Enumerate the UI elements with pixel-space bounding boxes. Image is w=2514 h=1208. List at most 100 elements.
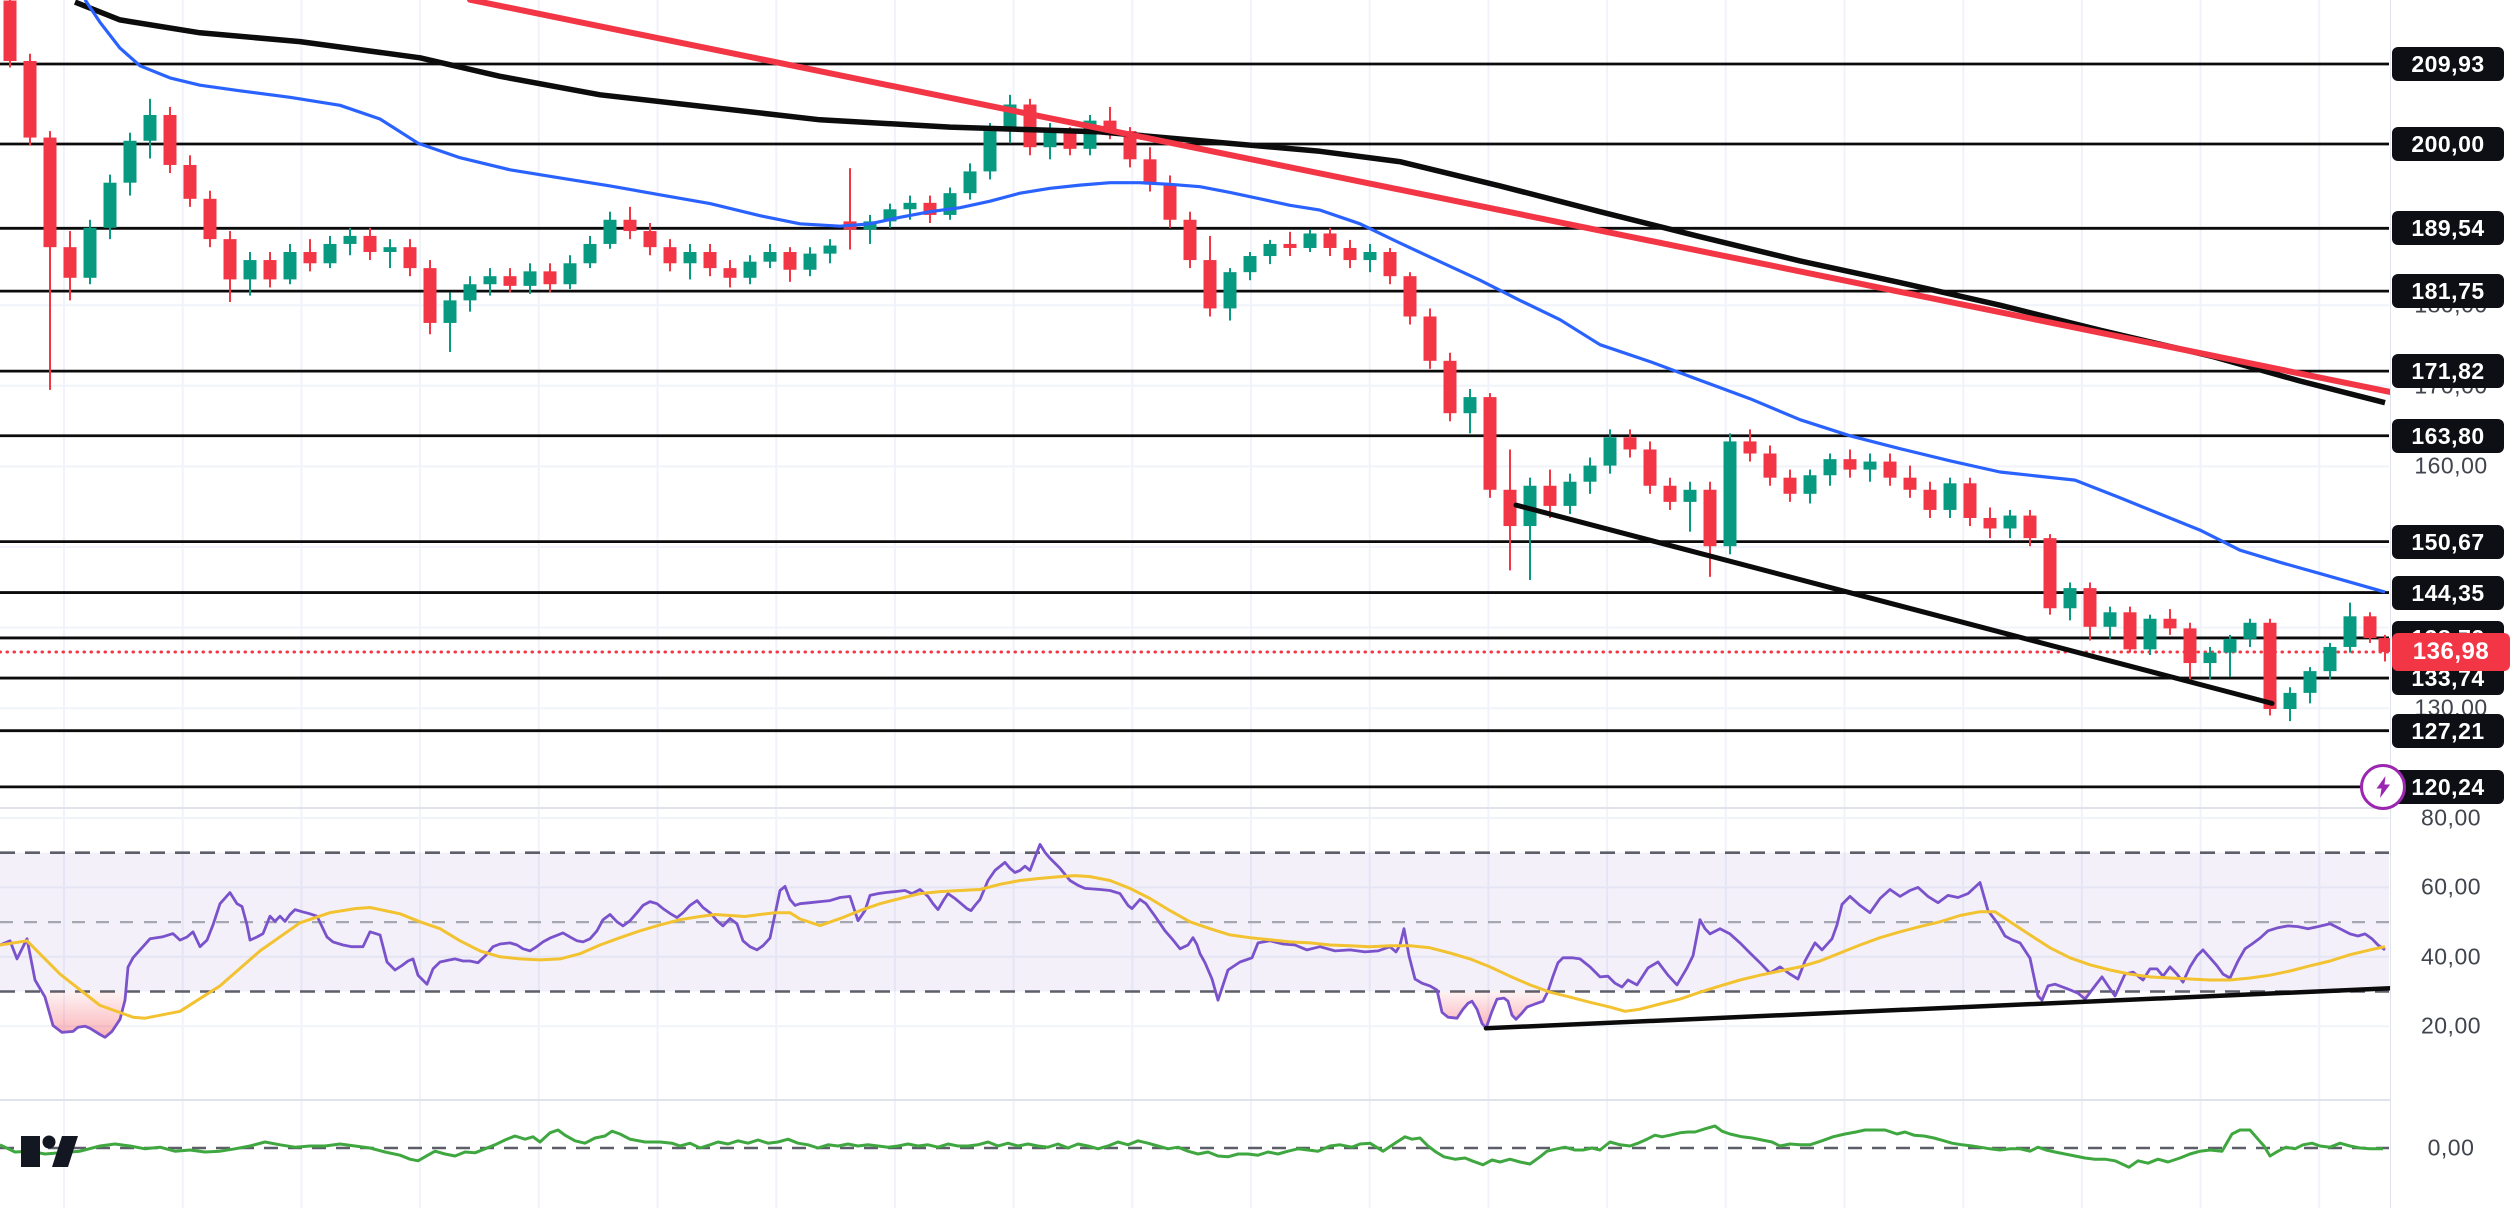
price-level-label: 144,35 (2392, 575, 2504, 610)
candle (1803, 469, 1817, 504)
candle (663, 239, 677, 272)
candle (1443, 352, 1457, 422)
candle (423, 260, 437, 335)
oscillator-tick-label: 0,00 (2427, 1134, 2475, 1161)
red-downtrend-line[interactable] (467, 0, 2514, 421)
candle (283, 243, 297, 285)
candle (523, 263, 537, 294)
candle (1963, 477, 1977, 527)
candle (1203, 235, 1217, 317)
candle (1343, 239, 1357, 269)
horizontal-gridlines (0, 304, 2389, 1028)
rsi-uptrend-line[interactable] (1483, 985, 2413, 1031)
candle (2083, 582, 2097, 641)
candle (1943, 477, 1957, 518)
candle (2103, 606, 2117, 639)
candle (1923, 481, 1937, 518)
candle (863, 214, 877, 244)
candle (563, 255, 577, 290)
candle (543, 263, 557, 293)
candle (263, 252, 277, 288)
candle (1483, 393, 1497, 498)
candle (2123, 606, 2137, 653)
candle (783, 247, 797, 282)
rsi-line (0, 843, 2386, 1039)
candle (1243, 252, 1257, 281)
candle (583, 235, 597, 269)
candle (623, 206, 637, 240)
candle (703, 243, 717, 277)
candle (2243, 618, 2257, 647)
price-level-label: 189,54 (2392, 211, 2504, 246)
candle (1403, 272, 1417, 325)
candle (823, 239, 837, 264)
candle (1303, 229, 1317, 253)
candle (2203, 646, 2217, 680)
candle (343, 227, 357, 256)
candle (2323, 642, 2337, 680)
candle (1463, 389, 1477, 434)
candle (1983, 507, 1997, 539)
rsi-pane[interactable] (0, 808, 2389, 1100)
candle (1563, 473, 1577, 514)
candle (503, 268, 517, 293)
candle (1763, 445, 1777, 486)
candle (63, 231, 77, 301)
rsi-tick-label: 80,00 (2420, 804, 2482, 831)
candle (2223, 634, 2237, 677)
lightning-bolt-glyph (2376, 776, 2390, 798)
candle (103, 174, 117, 240)
candle (1623, 429, 1637, 458)
lightning-icon[interactable] (2360, 764, 2406, 810)
main-chart-pane[interactable] (0, 0, 2389, 806)
black-support-line[interactable] (1513, 502, 2275, 706)
candle (143, 98, 157, 159)
candle (803, 247, 817, 277)
candle (203, 190, 217, 248)
candle (763, 243, 777, 269)
price-level-label: 120,24 (2392, 769, 2504, 804)
candle (1683, 481, 1697, 532)
candle (443, 292, 457, 352)
candle (1843, 449, 1857, 478)
candle (1663, 477, 1677, 510)
candle (723, 260, 737, 288)
candle (163, 106, 177, 174)
rsi-tick-label: 40,00 (2420, 943, 2482, 970)
candle (323, 235, 337, 269)
candle (1603, 429, 1617, 474)
candle (23, 53, 37, 146)
candle (2043, 534, 2057, 615)
candle (243, 252, 257, 296)
candle (463, 276, 477, 312)
oscillator-line (0, 1124, 2383, 1169)
candle (183, 155, 197, 207)
candle (2023, 509, 2037, 547)
candle (303, 239, 317, 272)
candle (2303, 667, 2317, 704)
oscillator-pane[interactable] (0, 1100, 2389, 1208)
candle (683, 243, 697, 280)
candle (2063, 582, 2077, 621)
candle (2263, 618, 2277, 716)
candle (123, 132, 137, 196)
candle (2363, 612, 2377, 643)
candle (1503, 449, 1517, 571)
candle (1543, 469, 1557, 518)
candle (383, 239, 397, 269)
rsi-ma-line (0, 874, 2386, 1020)
candle (1183, 211, 1197, 269)
candle (483, 268, 497, 296)
rsi-oversold-fill (41, 991, 126, 1038)
tradingview-logo[interactable] (16, 1126, 88, 1178)
candle (1363, 243, 1377, 273)
ma-50-line (83, 0, 2386, 594)
price-level-label: 127,21 (2392, 713, 2504, 748)
candle (2378, 634, 2392, 662)
candle (223, 231, 237, 302)
candle (1383, 247, 1397, 285)
candle (1283, 231, 1297, 257)
candle (963, 163, 977, 200)
